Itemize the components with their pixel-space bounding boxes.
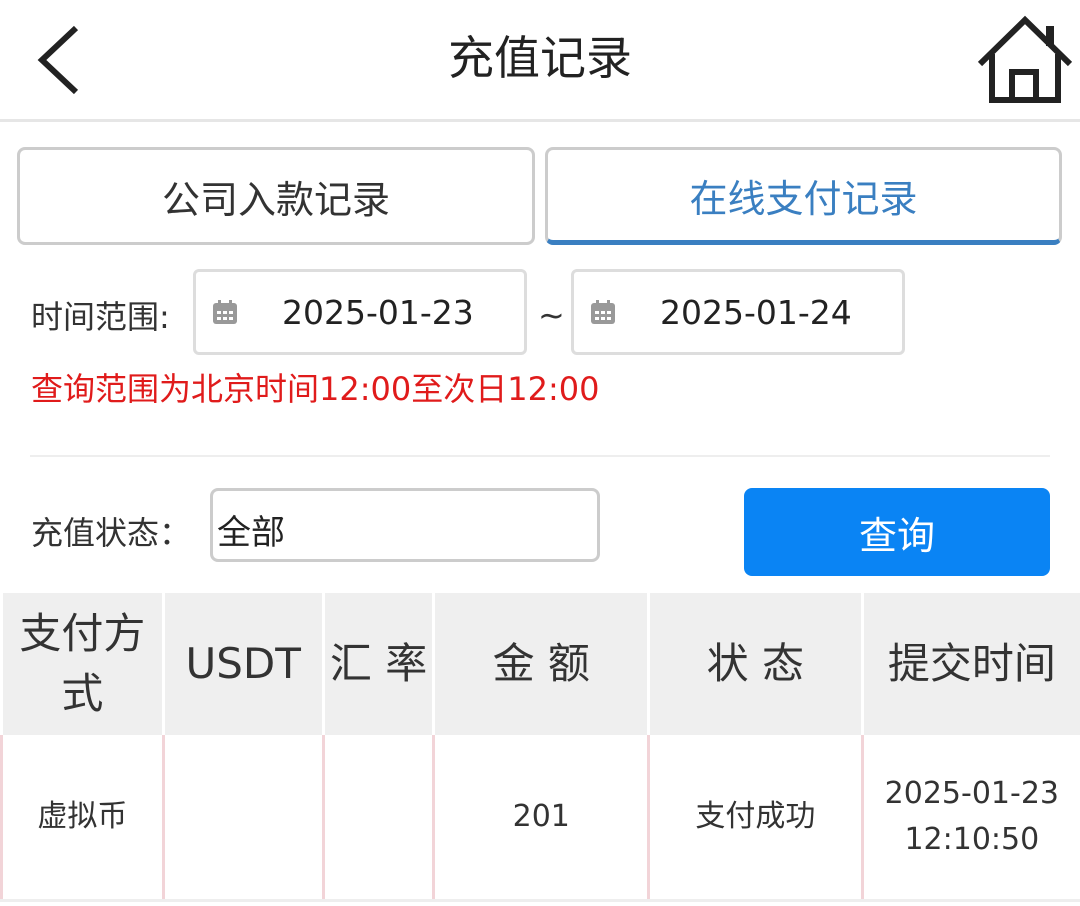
table-row: 虚拟币 201 支付成功 2025-01-23 12:10:50	[0, 735, 1080, 902]
cell-method: 虚拟币	[0, 735, 164, 902]
query-button[interactable]: 查询	[744, 488, 1050, 576]
tab-online-payment[interactable]: 在线支付记录	[545, 147, 1062, 245]
end-date-value: 2025-01-24	[660, 292, 852, 332]
cell-usdt	[161, 735, 324, 902]
divider	[30, 455, 1050, 457]
calendar-icon	[591, 300, 615, 324]
start-date-input[interactable]: 2025-01-23	[193, 269, 527, 355]
header-status: 状 态	[647, 593, 863, 735]
records-table: 支付方式 USDT 汇 率 金 额 状 态 提交时间 虚拟币 201 支付成功 …	[0, 593, 1080, 902]
cell-rate	[321, 735, 434, 902]
cell-clock: 12:10:50	[904, 821, 1040, 857]
status-label: 充值状态：	[31, 514, 192, 552]
query-range-notice: 查询范围为北京时间12:00至次日12:00	[31, 370, 600, 408]
header-usdt: USDT	[161, 593, 324, 735]
cell-status: 支付成功	[647, 735, 863, 902]
cell-amount: 201	[432, 735, 649, 902]
tab-company-deposit[interactable]: 公司入款记录	[17, 147, 535, 245]
date-separator: ~	[538, 296, 565, 334]
table-header-row: 支付方式 USDT 汇 率 金 额 状 态 提交时间	[0, 593, 1080, 735]
cell-date: 2025-01-23	[884, 775, 1059, 811]
header-amount: 金 额	[432, 593, 649, 735]
header-bar: 充值记录	[0, 0, 1080, 122]
time-range-label: 时间范围:	[31, 298, 170, 336]
start-date-value: 2025-01-23	[282, 292, 474, 332]
end-date-input[interactable]: 2025-01-24	[571, 269, 905, 355]
header-rate: 汇 率	[321, 593, 434, 735]
cell-time: 2025-01-23 12:10:50	[860, 735, 1080, 902]
home-icon[interactable]	[976, 14, 1074, 110]
calendar-icon	[213, 300, 237, 324]
page-title: 充值记录	[448, 31, 632, 85]
header-time: 提交时间	[860, 593, 1080, 735]
chevron-left-icon[interactable]	[36, 24, 84, 100]
status-select[interactable]: 全部	[210, 488, 600, 562]
header-method: 支付方式	[0, 593, 164, 735]
